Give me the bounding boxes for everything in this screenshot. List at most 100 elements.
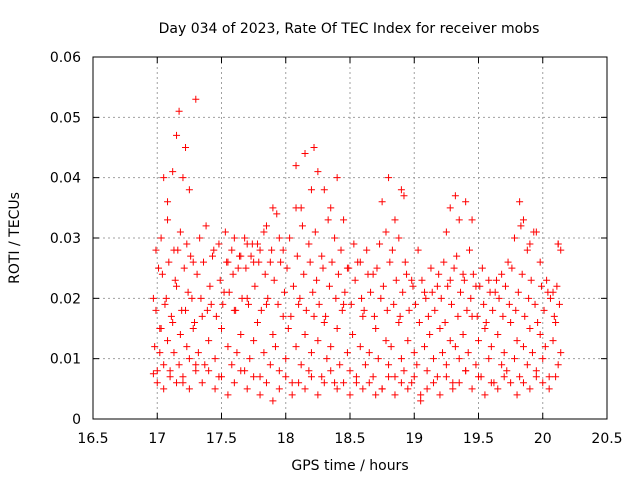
data-point (340, 216, 348, 224)
data-point (260, 228, 268, 236)
data-point (209, 252, 217, 260)
data-point (280, 288, 288, 296)
data-point (311, 228, 319, 236)
data-point (156, 349, 164, 357)
data-point (428, 288, 436, 296)
data-point (392, 276, 400, 284)
data-point (243, 240, 251, 248)
data-point (352, 373, 360, 381)
data-point (475, 337, 482, 345)
data-point (164, 337, 172, 345)
data-point (152, 246, 160, 254)
data-point (242, 264, 250, 272)
data-point (492, 276, 500, 284)
data-point (256, 391, 264, 399)
data-point (505, 300, 513, 308)
data-point (269, 204, 277, 212)
data-point (426, 331, 434, 339)
data-point (198, 379, 206, 387)
data-point (417, 397, 425, 405)
data-point (526, 325, 534, 332)
data-point (166, 367, 174, 375)
data-point (449, 385, 457, 393)
data-point (374, 355, 382, 363)
data-point (338, 306, 346, 314)
data-point (414, 246, 422, 254)
data-point (549, 288, 557, 296)
data-point (480, 300, 488, 308)
data-point (169, 318, 177, 326)
data-point (282, 355, 290, 363)
data-point (514, 288, 522, 296)
data-point (244, 300, 252, 308)
data-point (436, 391, 444, 399)
data-point (510, 234, 518, 242)
data-point (153, 379, 161, 387)
data-point (197, 294, 205, 302)
data-point (247, 252, 255, 260)
data-point (171, 276, 179, 284)
data-point (433, 373, 441, 381)
data-point (343, 349, 351, 357)
data-point (532, 228, 540, 236)
data-point (300, 270, 308, 278)
data-point (230, 234, 238, 242)
data-point (359, 312, 367, 320)
data-point (395, 234, 403, 242)
data-point (224, 391, 232, 399)
data-point (185, 186, 193, 194)
data-point (333, 325, 341, 332)
data-point (462, 198, 470, 206)
data-point (446, 276, 454, 284)
data-point (160, 174, 168, 182)
data-point (501, 282, 509, 290)
data-point (469, 270, 477, 278)
data-point (179, 174, 187, 182)
data-point (391, 373, 399, 381)
data-point (400, 367, 408, 375)
data-point (466, 246, 474, 254)
data-point (301, 385, 309, 393)
data-point (266, 258, 274, 266)
data-point (435, 270, 443, 278)
data-point (273, 210, 281, 218)
data-point (379, 282, 387, 290)
data-point (250, 258, 258, 266)
data-point (523, 246, 531, 254)
data-point (179, 379, 187, 387)
data-point (176, 331, 184, 339)
data-point (274, 300, 282, 308)
data-point (288, 391, 296, 399)
data-point (448, 300, 456, 308)
data-point (292, 343, 300, 351)
data-point (369, 270, 377, 278)
data-point (253, 318, 261, 326)
data-point (485, 276, 493, 284)
x-tick-label: 19.5 (463, 431, 494, 447)
data-point (382, 337, 390, 345)
y-tick-label: 0.04 (50, 171, 81, 187)
data-point (460, 276, 468, 284)
data-point (167, 312, 175, 320)
data-point (351, 276, 359, 284)
data-point (295, 300, 303, 308)
data-point (436, 325, 444, 332)
grid-lines (93, 57, 607, 419)
data-point (305, 367, 313, 375)
data-point (160, 385, 168, 393)
data-point (358, 294, 366, 302)
data-point (552, 373, 560, 381)
data-point (536, 258, 544, 266)
data-point (261, 270, 269, 278)
data-point (526, 240, 534, 248)
data-point (513, 391, 521, 399)
data-point (555, 300, 563, 308)
data-point (516, 198, 524, 206)
data-point (292, 162, 300, 170)
data-point (403, 270, 411, 278)
data-point (521, 312, 529, 320)
data-point (526, 385, 534, 393)
data-point (517, 222, 525, 230)
data-point (149, 370, 157, 378)
data-point (352, 379, 360, 387)
